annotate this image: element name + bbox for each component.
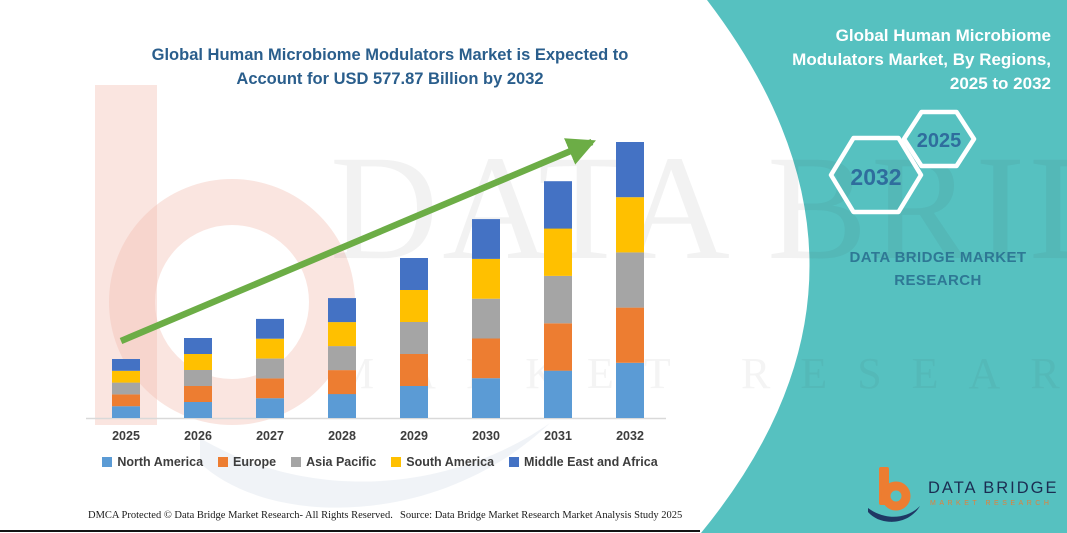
legend-swatch-south-america xyxy=(391,457,402,467)
x-axis-label: 2026 xyxy=(184,429,212,443)
legend-item-middle-east-africa: Middle East and Africa xyxy=(509,455,658,469)
x-axis-label: 2032 xyxy=(616,429,644,443)
dbmr-logo-tagline: MARKET RESEARCH xyxy=(930,500,1053,507)
legend-label: Middle East and Africa xyxy=(524,455,658,469)
bar-segment-2030-asia-pacific xyxy=(472,298,500,339)
bar-segment-2032-middle-east-and-africa xyxy=(616,142,644,198)
bar-segment-2032-north-america xyxy=(616,362,644,418)
legend-swatch-asia-pacific xyxy=(291,457,302,467)
bar-segment-2032-south-america xyxy=(616,197,644,253)
legend-swatch-middle-east-africa xyxy=(509,457,520,467)
bar-segment-2029-asia-pacific xyxy=(400,322,428,354)
watermark-logo-swoosh xyxy=(200,423,550,508)
bar-segment-2032-europe xyxy=(616,307,644,363)
bar-segment-2029-south-america xyxy=(400,290,428,322)
footer-dmca: DMCA Protected © Data Bridge Market Rese… xyxy=(88,510,393,521)
bar-segment-2031-europe xyxy=(544,323,572,371)
hexagon-2032-label: 2032 xyxy=(850,164,901,190)
bar-segment-2031-middle-east-and-africa xyxy=(544,181,572,229)
x-axis-label: 2030 xyxy=(472,429,500,443)
stacked-bars xyxy=(112,142,644,418)
legend-swatch-north-america xyxy=(102,457,113,467)
side-panel-brand-text: DATA BRIDGE MARKET RESEARCH xyxy=(849,249,1027,290)
bar-segment-2026-middle-east-and-africa xyxy=(184,338,212,354)
bar-segment-2025-middle-east-and-africa xyxy=(112,359,140,371)
legend-item-asia-pacific: Asia Pacific xyxy=(291,455,376,469)
bar-segment-2030-north-america xyxy=(472,378,500,418)
bar-segment-2031-south-america xyxy=(544,228,572,276)
footer-source: Source: Data Bridge Market Research Mark… xyxy=(400,510,683,521)
bar-segment-2028-asia-pacific xyxy=(328,346,356,371)
hexagon-year-badges: 2032 2025 xyxy=(828,109,977,215)
bar-segment-2031-north-america xyxy=(544,370,572,418)
bar-segment-2031-asia-pacific xyxy=(544,275,572,324)
bar-segment-2027-europe xyxy=(256,378,284,399)
legend-label: North America xyxy=(117,455,204,469)
legend-item-south-america: South America xyxy=(391,455,494,469)
hexagon-2025-label: 2025 xyxy=(917,130,962,152)
legend-item-europe: Europe xyxy=(218,455,276,469)
page-title: Global Human Microbiome Modulators Marke… xyxy=(151,46,629,88)
hexagon-2032 xyxy=(828,135,924,215)
bar-segment-2029-north-america xyxy=(400,386,428,418)
bottom-border-line xyxy=(0,530,700,532)
x-axis-label: 2027 xyxy=(256,429,284,443)
bar-segment-2026-north-america xyxy=(184,402,212,418)
bar-segment-2027-south-america xyxy=(256,338,284,359)
bar-segment-2025-europe xyxy=(112,394,140,407)
bar-segment-2025-asia-pacific xyxy=(112,382,140,395)
logo-d-swoosh xyxy=(868,506,920,522)
bar-segment-2028-middle-east-and-africa xyxy=(328,298,356,323)
bar-segment-2025-north-america xyxy=(112,406,140,418)
bar-segment-2027-middle-east-and-africa xyxy=(256,318,284,339)
bar-segment-2027-north-america xyxy=(256,398,284,418)
bar-segment-2026-south-america xyxy=(184,354,212,370)
bar-segment-2032-asia-pacific xyxy=(616,252,644,308)
bar-segment-2026-asia-pacific xyxy=(184,370,212,386)
bar-segment-2030-middle-east-and-africa xyxy=(472,219,500,259)
bar-segment-2029-middle-east-and-africa xyxy=(400,258,428,290)
hexagon-2025 xyxy=(901,109,977,169)
bar-segment-2029-europe xyxy=(400,354,428,386)
legend-label: Europe xyxy=(233,455,277,469)
side-panel-heading: Global Human Microbiome Modulators Marke… xyxy=(792,26,1051,93)
dbmr-logo-icon xyxy=(868,467,920,522)
bar-segment-2028-north-america xyxy=(328,394,356,418)
legend: North America Europe Asia Pacific South … xyxy=(80,455,680,469)
trend-arrow xyxy=(119,138,596,344)
x-axis-label: 2028 xyxy=(328,429,356,443)
watermark-text-marketresearch: MARKET RESEARCH xyxy=(335,349,1067,398)
legend-label: Asia Pacific xyxy=(306,455,377,469)
legend-item-north-america: North America xyxy=(102,455,203,469)
legend-label: South America xyxy=(406,455,495,469)
x-axis-label: 2029 xyxy=(400,429,428,443)
bar-segment-2028-europe xyxy=(328,370,356,395)
bar-segment-2026-europe xyxy=(184,386,212,402)
bar-segment-2030-europe xyxy=(472,338,500,379)
x-axis-label: 2031 xyxy=(544,429,572,443)
x-axis-label: 2025 xyxy=(112,429,140,443)
dbmr-logo-name: DATA BRIDGE xyxy=(928,479,1059,497)
legend-swatch-europe xyxy=(218,457,229,467)
bar-segment-2027-asia-pacific xyxy=(256,358,284,379)
bar-segment-2028-south-america xyxy=(328,322,356,347)
bar-segment-2030-south-america xyxy=(472,258,500,299)
logo-b-bowl xyxy=(881,481,911,511)
bar-segment-2025-south-america xyxy=(112,370,140,383)
